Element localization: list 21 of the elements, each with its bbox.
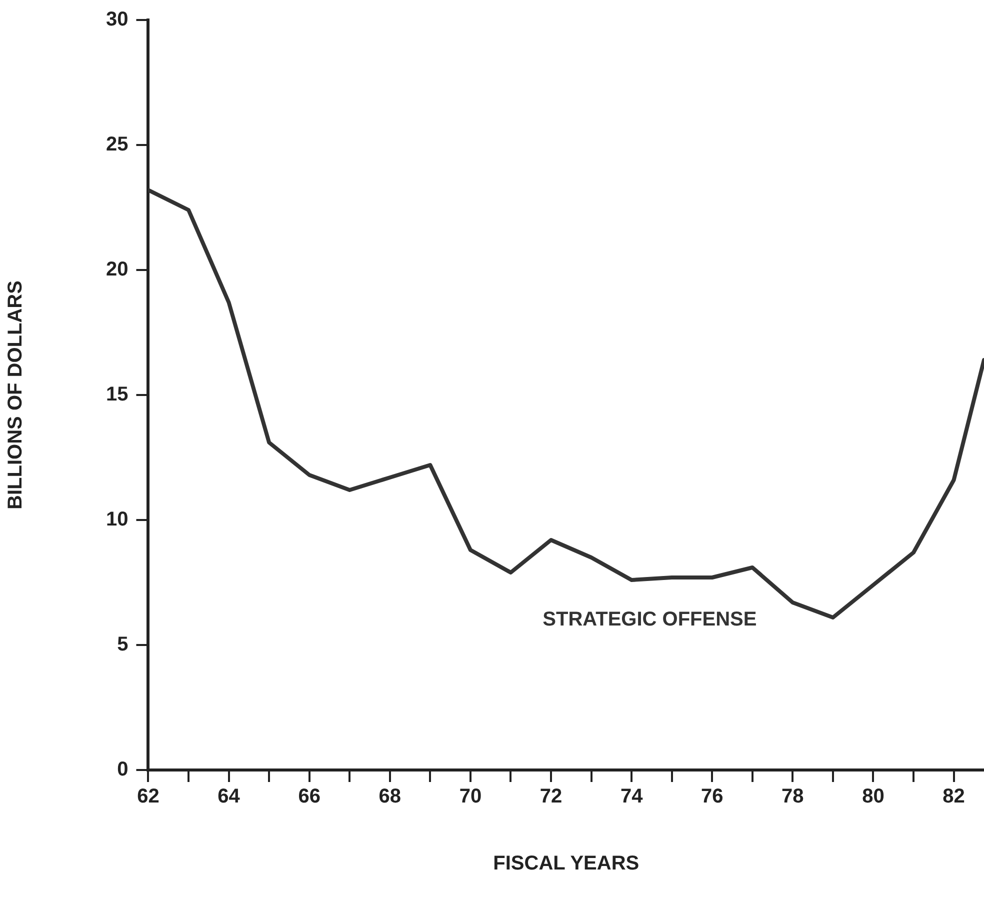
y-tick-label: 5 (117, 634, 128, 656)
x-tick-label: 74 (620, 786, 644, 808)
y-tick-label: 15 (106, 384, 128, 406)
x-tick-label: 76 (701, 786, 724, 808)
x-tick-label: 70 (459, 786, 482, 808)
x-tick-label: 66 (298, 786, 320, 808)
y-tick-label: 30 (106, 8, 128, 31)
x-tick-label: 80 (862, 786, 884, 808)
x-axis-title: FISCAL YEARS (493, 852, 640, 875)
x-tick-label: 62 (137, 786, 160, 808)
y-tick-label: 0 (117, 758, 128, 781)
y-axis-title: BILLIONS OF DOLLARS (4, 280, 27, 510)
y-tick-label: 10 (106, 508, 128, 531)
series-label: STRATEGIC OFFENSE (542, 608, 757, 631)
y-tick-label: 20 (106, 258, 128, 281)
x-tick-label: 72 (540, 786, 562, 808)
y-tick-label: 25 (106, 134, 128, 156)
x-tick-label: 82 (942, 786, 965, 808)
x-tick-label: 68 (378, 786, 402, 808)
x-tick-label: 64 (218, 786, 241, 808)
x-tick-label: 78 (782, 786, 804, 808)
